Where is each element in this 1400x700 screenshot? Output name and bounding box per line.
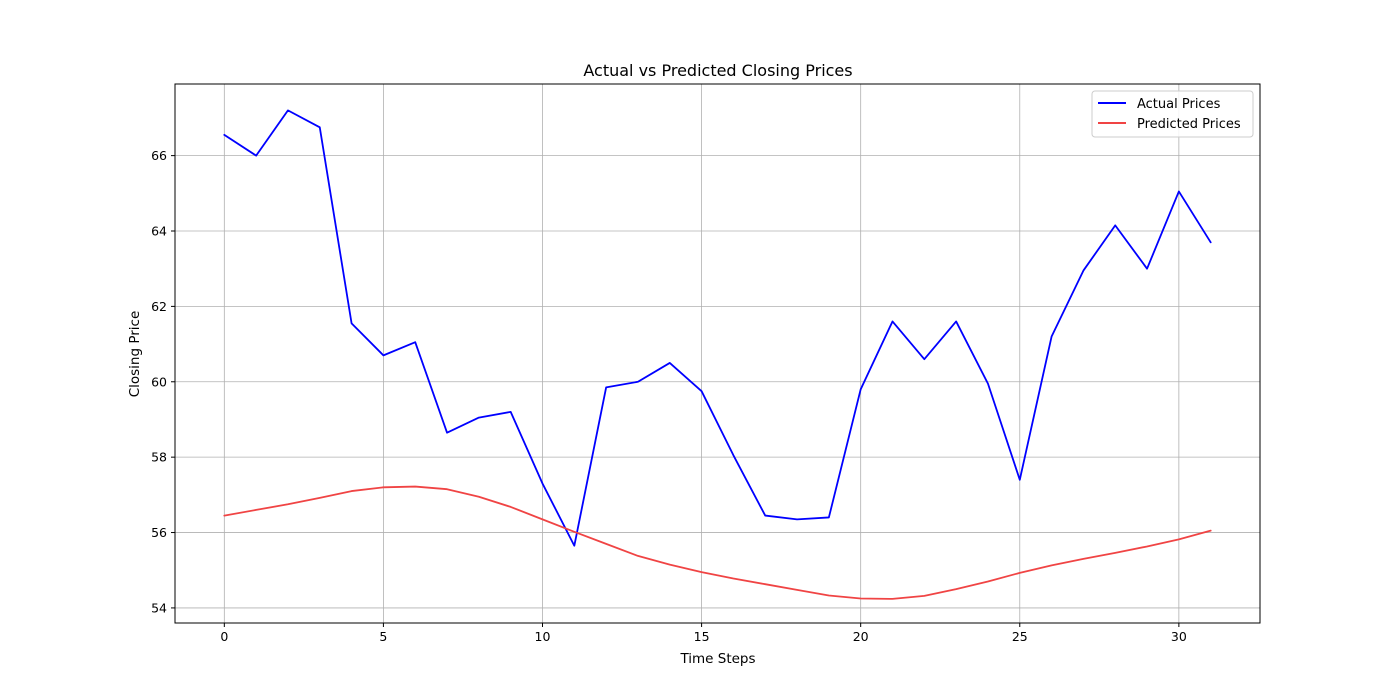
x-tick-label: 10: [535, 629, 551, 644]
actual-prices-line: [223, 109, 1212, 547]
legend-label-actual: Actual Prices: [1137, 97, 1221, 112]
y-axis-label: Closing Price: [127, 311, 143, 398]
x-tick-label: 0: [220, 629, 228, 644]
x-axis-ticks: 0 5 10 15 20 25 30: [220, 623, 1187, 644]
grid-lines: [175, 84, 1260, 623]
y-tick-label: 56: [151, 525, 167, 540]
y-tick-label: 64: [151, 224, 167, 239]
series-lines: [223, 109, 1212, 600]
x-tick-label: 20: [853, 629, 869, 644]
x-tick-label: 15: [694, 629, 710, 644]
y-axis-ticks: 54 56 58 60 62 64 66: [151, 148, 175, 615]
legend: Actual Prices Predicted Prices: [1091, 90, 1254, 138]
y-tick-label: 66: [151, 148, 167, 163]
y-tick-label: 58: [151, 450, 167, 465]
x-tick-label: 30: [1171, 629, 1187, 644]
y-tick-label: 54: [151, 600, 167, 615]
x-axis-label: Time Steps: [679, 651, 755, 667]
x-tick-label: 25: [1012, 629, 1028, 644]
y-tick-label: 60: [151, 374, 167, 389]
legend-box: [1091, 90, 1254, 138]
chart-title: Actual vs Predicted Closing Prices: [583, 61, 852, 80]
plot-frame: [174, 83, 1261, 624]
x-tick-label: 5: [379, 629, 387, 644]
predicted-prices-line: [223, 485, 1212, 600]
legend-label-predicted: Predicted Prices: [1137, 117, 1241, 132]
y-tick-label: 62: [151, 299, 167, 314]
